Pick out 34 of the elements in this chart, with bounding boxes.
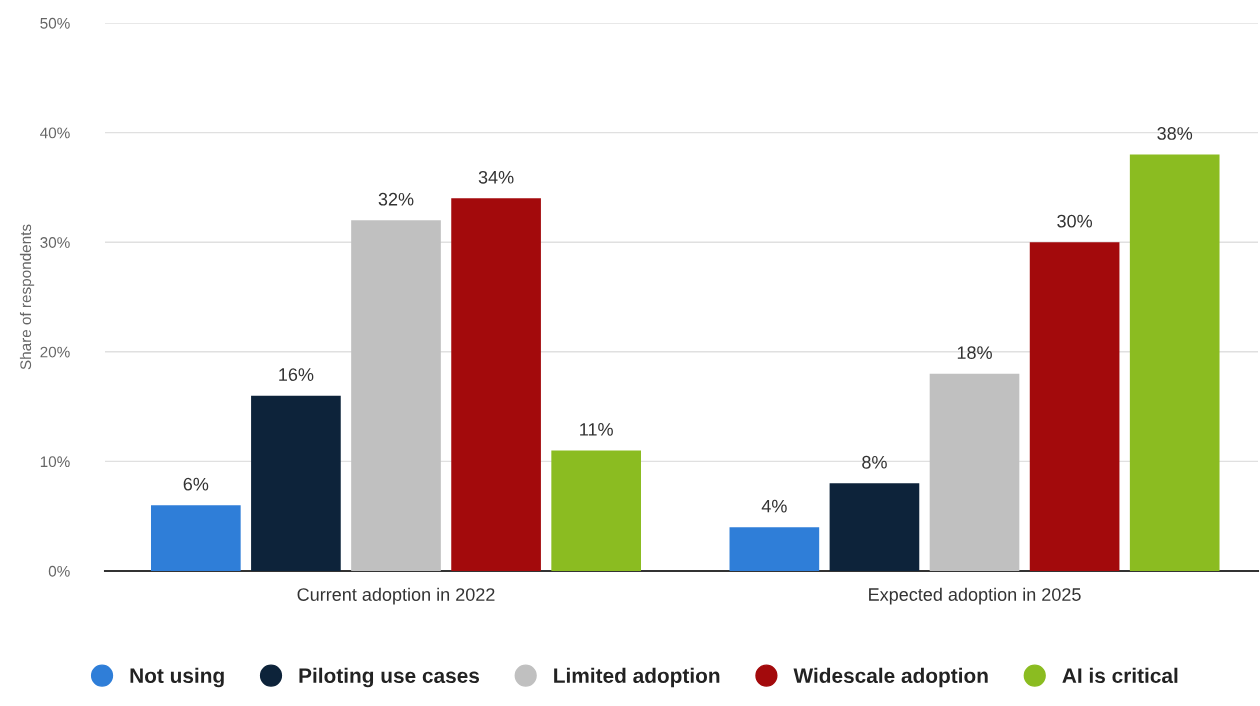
data-label: 8% [862,455,887,469]
data-label: 34% [478,170,514,184]
data-label: 18% [957,346,992,360]
y-tick-label: 50% [40,17,70,29]
data-label: 6% [183,477,209,491]
y-tick-label: 10% [40,456,70,468]
y-tick-label: 30% [40,237,70,248]
data-label: 30% [1057,214,1093,228]
legend-label: Not using [130,667,224,688]
bar [1029,242,1120,571]
data-label: 16% [279,368,314,381]
y-tick-label: 0% [48,565,70,577]
y-tick-label: 40% [40,127,70,139]
legend-label: Limited adoption [554,667,720,688]
bar [829,483,920,571]
legend-label: Widescale adoption [793,667,988,688]
bar [150,505,241,571]
data-label: 4% [761,499,787,513]
y-axis-title: Share of respondents [19,224,35,370]
bar [351,220,441,571]
data-label: 32% [378,192,414,206]
bar [1129,154,1220,571]
bar [251,395,341,571]
data-label: 11% [580,423,613,436]
x-tick-label: Current adoption in 2022 [297,587,495,605]
bar [929,373,1020,571]
bar [551,450,641,571]
bar [451,198,541,571]
legend-label: Piloting use cases [299,667,480,688]
y-tick-label: 20% [40,346,70,358]
bar [729,527,820,571]
x-tick-label: Expected adoption in 2025 [869,587,1081,605]
data-label: 38% [1157,127,1193,140]
legend-label: AI is critical [1062,667,1178,684]
